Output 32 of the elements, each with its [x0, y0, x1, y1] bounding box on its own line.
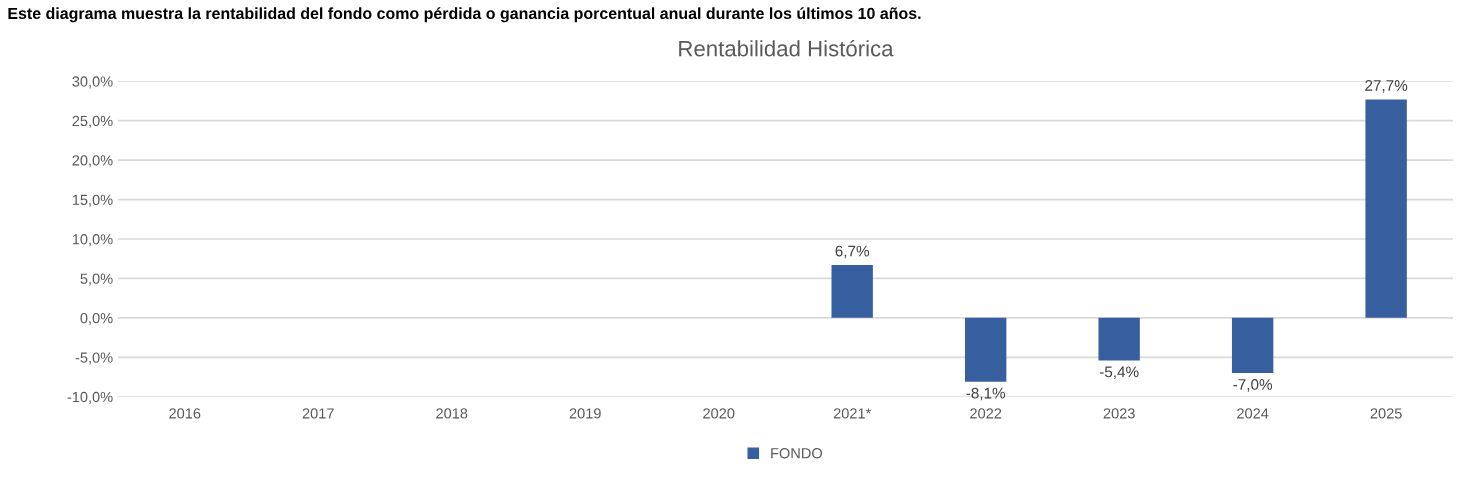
legend-label: FONDO: [771, 448, 823, 459]
x-tick-label: 2018: [436, 408, 468, 419]
x-tick-label: 2021*: [833, 408, 872, 419]
bar: [1098, 317, 1140, 361]
x-tick-label: 2016: [169, 408, 201, 419]
data-label: -5,4%: [1099, 366, 1139, 380]
y-tick-label: 20,0%: [72, 155, 113, 168]
x-tick-label: 2019: [569, 408, 601, 419]
x-tick-label: 2020: [703, 408, 735, 419]
y-tick-label: 15,0%: [72, 194, 113, 207]
y-tick-label: 5,0%: [80, 273, 113, 286]
y-tick-label: -5,0%: [75, 352, 113, 365]
y-tick-label: 0,0%: [80, 312, 113, 326]
bar: [1231, 317, 1274, 374]
bar: [1365, 99, 1407, 318]
data-label: -8,1%: [966, 387, 1006, 401]
x-tick-label: 2025: [1370, 408, 1402, 419]
y-tick-label: 30,0%: [72, 76, 113, 89]
chart-title: Rentabilidad Histórica: [679, 39, 894, 57]
y-tick-label: -10,0%: [67, 391, 113, 404]
bar: [964, 317, 1007, 382]
data-label: 27,7%: [1365, 80, 1408, 93]
x-tick-label: 2017: [302, 408, 334, 419]
bar: [831, 265, 873, 318]
y-tick-label: 10,0%: [72, 234, 113, 247]
x-tick-label: 2024: [1237, 408, 1269, 419]
text: Este diagrama muestra la rentabilidad del fondo como pérdida o ganancia porcentual anual durante los últimos 10 años.: [8, 7, 921, 23]
data-label: -7,0%: [1233, 379, 1273, 392]
y-tick-label: 25,0%: [72, 115, 113, 128]
data-label: 6,7%: [835, 245, 870, 259]
x-tick-label: 2023: [1103, 408, 1135, 419]
x-tick-label: 2022: [970, 408, 1002, 419]
